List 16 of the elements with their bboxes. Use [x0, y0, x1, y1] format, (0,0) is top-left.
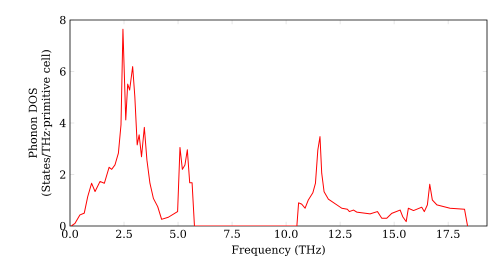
x-tick-label: 12.5: [329, 230, 352, 238]
x-tick-label: 5.0: [170, 230, 186, 238]
y-tick-label: 2: [60, 170, 66, 179]
line-series: [70, 28, 468, 226]
y-tick-label: 8: [60, 16, 66, 24]
y-tick-label: 6: [60, 67, 66, 76]
x-tick-label: 15.0: [383, 230, 406, 238]
x-tick-label: 10.0: [275, 230, 298, 238]
x-tick-label: 2.5: [116, 230, 132, 238]
x-axis-title: Frequency (THz): [232, 245, 325, 256]
y-axis-title: Phonon DOS (States/THz·primitive cell): [28, 50, 52, 196]
x-tick-label: 17.5: [437, 230, 460, 238]
y-tick-label: 0: [60, 222, 66, 230]
x-tick-label: 7.5: [224, 230, 240, 238]
y-tick-label: 4: [60, 118, 66, 128]
x-tick-label: 0.0: [62, 230, 78, 238]
